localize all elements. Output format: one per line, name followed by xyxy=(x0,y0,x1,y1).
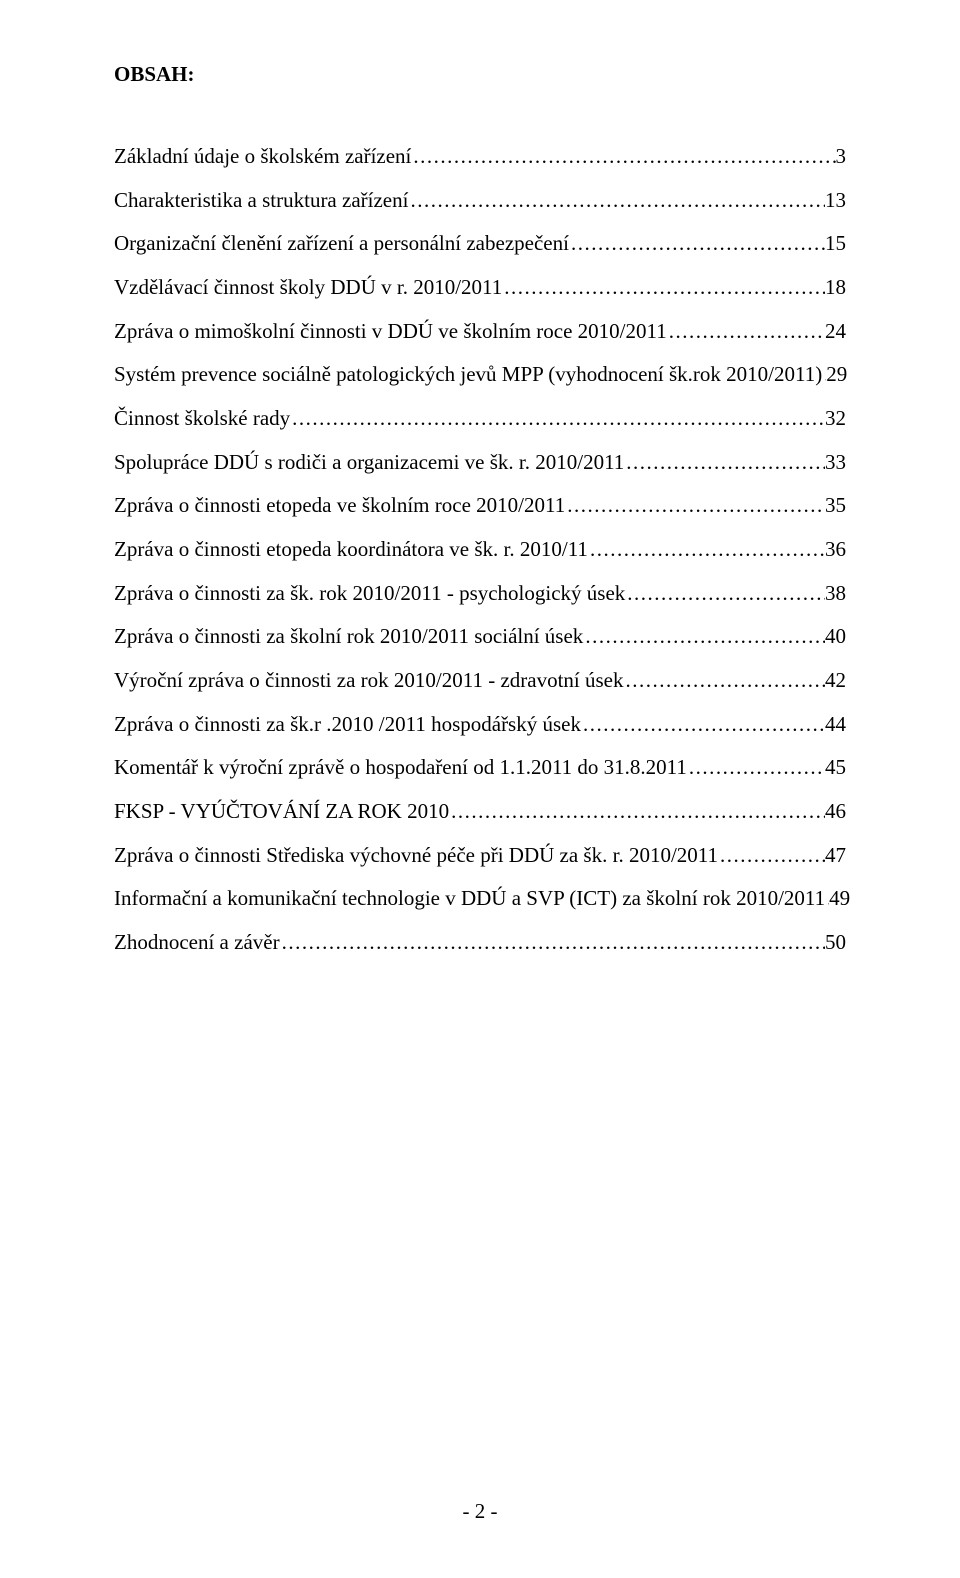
toc-entry-page: 42 xyxy=(825,659,846,703)
toc-leader xyxy=(280,921,825,965)
toc-leader xyxy=(565,484,825,528)
toc-row: Zpráva o mimoškolní činnosti v DDÚ ve šk… xyxy=(114,310,846,354)
toc-entry-page: 46 xyxy=(825,790,846,834)
toc-row: Systém prevence sociálně patologických j… xyxy=(114,353,846,397)
toc-entry-text: Zpráva o činnosti za školní rok 2010/201… xyxy=(114,615,583,659)
toc-leader xyxy=(687,746,825,790)
toc-entry-page: 18 xyxy=(825,266,846,310)
toc-leader xyxy=(718,834,825,878)
toc-entry-page: 38 xyxy=(825,572,846,616)
toc-leader xyxy=(667,310,825,354)
toc-leader xyxy=(581,703,825,747)
toc-entry-text: Zpráva o mimoškolní činnosti v DDÚ ve šk… xyxy=(114,310,667,354)
toc-row: Základní údaje o školském zařízení 3 xyxy=(114,135,846,179)
table-of-contents: Základní údaje o školském zařízení 3 Cha… xyxy=(114,135,846,965)
toc-entry-page: 47 xyxy=(825,834,846,878)
toc-row: Vzdělávací činnost školy DDÚ v r. 2010/2… xyxy=(114,266,846,310)
toc-entry-text: FKSP - VYÚČTOVÁNÍ ZA ROK 2010 xyxy=(114,790,449,834)
toc-entry-text: Informační a komunikační technologie v D… xyxy=(114,877,825,921)
toc-entry-page: 3 xyxy=(836,135,847,179)
toc-entry-text: Výroční zpráva o činnosti za rok 2010/20… xyxy=(114,659,624,703)
toc-entry-text: Komentář k výroční zprávě o hospodaření … xyxy=(114,746,687,790)
toc-leader xyxy=(624,441,825,485)
toc-row: Zpráva o činnosti Střediska výchovné péč… xyxy=(114,834,846,878)
toc-entry-page: 50 xyxy=(825,921,846,965)
toc-leader xyxy=(588,528,825,572)
toc-row: Výroční zpráva o činnosti za rok 2010/20… xyxy=(114,659,846,703)
toc-entry-text: Zpráva o činnosti za šk.r .2010 /2011 ho… xyxy=(114,703,581,747)
toc-entry-text: Spolupráce DDÚ s rodiči a organizacemi v… xyxy=(114,441,624,485)
toc-entry-text: Organizační členění zařízení a personáln… xyxy=(114,222,569,266)
toc-leader xyxy=(502,266,825,310)
toc-entry-page: 45 xyxy=(825,746,846,790)
toc-entry-text: Zpráva o činnosti Střediska výchovné péč… xyxy=(114,834,718,878)
page-number-footer: - 2 - xyxy=(0,1499,960,1524)
toc-leader xyxy=(449,790,825,834)
toc-entry-page: 35 xyxy=(825,484,846,528)
toc-row: Zhodnocení a závěr 50 xyxy=(114,921,846,965)
toc-entry-page: 49 xyxy=(829,877,850,921)
toc-entry-page: 36 xyxy=(825,528,846,572)
toc-entry-text: Zpráva o činnosti etopeda koordinátora v… xyxy=(114,528,588,572)
toc-entry-page: 44 xyxy=(825,703,846,747)
toc-leader xyxy=(583,615,825,659)
toc-entry-page: 24 xyxy=(825,310,846,354)
toc-row: Charakteristika a struktura zařízení 13 xyxy=(114,179,846,223)
toc-entry-text: Činnost školské rady xyxy=(114,397,290,441)
toc-entry-page: 29 xyxy=(826,353,847,397)
toc-entry-page: 40 xyxy=(825,615,846,659)
toc-entry-text: Vzdělávací činnost školy DDÚ v r. 2010/2… xyxy=(114,266,502,310)
page-title: OBSAH: xyxy=(114,62,846,87)
toc-entry-page: 32 xyxy=(825,397,846,441)
toc-entry-text: Základní údaje o školském zařízení xyxy=(114,135,411,179)
toc-leader xyxy=(624,659,826,703)
toc-entry-text: Zpráva o činnosti za šk. rok 2010/2011 -… xyxy=(114,572,625,616)
toc-row: Organizační členění zařízení a personáln… xyxy=(114,222,846,266)
toc-row: Zpráva o činnosti za šk. rok 2010/2011 -… xyxy=(114,572,846,616)
toc-entry-text: Systém prevence sociálně patologických j… xyxy=(114,353,822,397)
toc-leader xyxy=(290,397,825,441)
toc-entry-text: Zhodnocení a závěr xyxy=(114,921,280,965)
toc-row: Zpráva o činnosti etopeda ve školním roc… xyxy=(114,484,846,528)
toc-leader xyxy=(569,222,825,266)
toc-row: Informační a komunikační technologie v D… xyxy=(114,877,846,921)
toc-row: Komentář k výroční zprávě o hospodaření … xyxy=(114,746,846,790)
toc-row: Zpráva o činnosti za šk.r .2010 /2011 ho… xyxy=(114,703,846,747)
toc-row: Spolupráce DDÚ s rodiči a organizacemi v… xyxy=(114,441,846,485)
toc-row: Zpráva o činnosti za školní rok 2010/201… xyxy=(114,615,846,659)
toc-leader xyxy=(625,572,825,616)
toc-entry-page: 33 xyxy=(825,441,846,485)
toc-row: Zpráva o činnosti etopeda koordinátora v… xyxy=(114,528,846,572)
toc-row: FKSP - VYÚČTOVÁNÍ ZA ROK 2010 46 xyxy=(114,790,846,834)
toc-entry-page: 15 xyxy=(825,222,846,266)
toc-entry-page: 13 xyxy=(825,179,846,223)
document-page: OBSAH: Základní údaje o školském zařízen… xyxy=(0,0,960,1578)
toc-entry-text: Charakteristika a struktura zařízení xyxy=(114,179,408,223)
toc-leader xyxy=(411,135,835,179)
toc-row: Činnost školské rady 32 xyxy=(114,397,846,441)
toc-entry-text: Zpráva o činnosti etopeda ve školním roc… xyxy=(114,484,565,528)
toc-leader xyxy=(408,179,825,223)
